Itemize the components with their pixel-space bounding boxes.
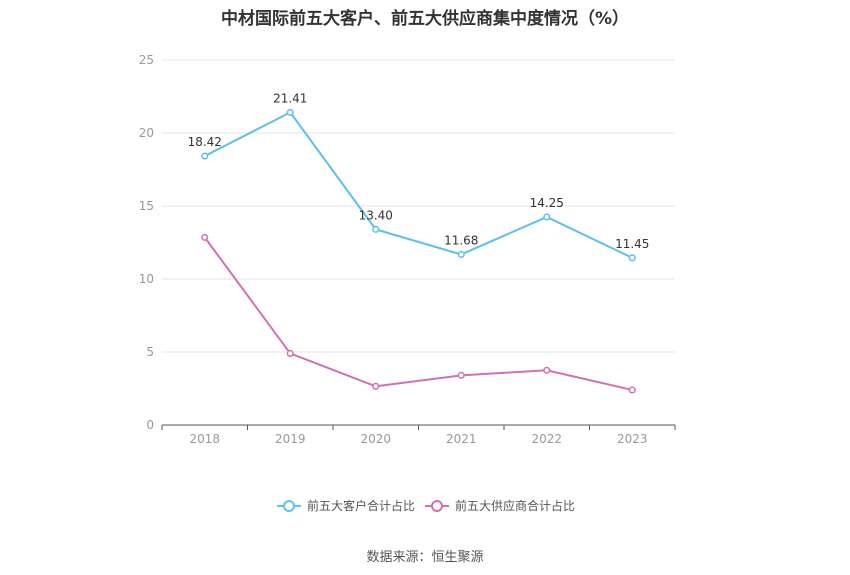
data-point [286, 349, 294, 358]
y-tick-label: 0 [146, 418, 154, 432]
legend-label: 前五大供应商合计占比 [455, 498, 575, 513]
x-tick-label: 2020 [360, 432, 391, 446]
data-label: 13.40 [359, 208, 393, 222]
data-point [457, 371, 465, 379]
data-point [628, 254, 636, 262]
data-source: 数据来源：恒生聚源 [366, 550, 484, 565]
data-label: 11.68 [444, 233, 478, 247]
legend-item-2: 前五大供应商合计占比 [425, 498, 575, 513]
legend-swatch-marker [283, 500, 295, 512]
data-point [286, 108, 294, 116]
y-tick-label: 15 [139, 199, 154, 213]
x-tick-label: 2018 [189, 432, 220, 446]
chart-title: 中材国际前五大客户、前五大供应商集中度情况（%） [220, 9, 630, 29]
y-axis-ticks: 0 5 10 15 20 25 [139, 53, 154, 432]
x-axis: 2018 2019 2020 2021 2022 2023 [161, 424, 676, 446]
data-point [457, 250, 465, 259]
x-tick-label: 2023 [617, 432, 648, 446]
data-point [543, 366, 551, 374]
y-tick-label: 25 [139, 53, 154, 67]
x-tick-label: 2022 [531, 432, 562, 446]
x-tick-label: 2019 [275, 432, 306, 446]
data-label: 14.25 [530, 196, 564, 210]
y-tick-label: 20 [139, 126, 154, 140]
data-label: 18.42 [188, 135, 222, 149]
series-line [204, 111, 633, 259]
y-tick-label: 10 [139, 272, 154, 286]
data-point [372, 382, 380, 390]
legend-swatch-marker [431, 500, 443, 512]
data-label: 11.45 [615, 237, 649, 251]
data-label: 21.41 [273, 91, 307, 105]
series-line [203, 236, 633, 391]
legend-item-1: 前五大客户合计占比 [277, 498, 415, 513]
grid-lines [162, 59, 675, 353]
data-point [628, 386, 636, 394]
series-group: 18.42 21.41 13.40 11.68 14.25 11.45 [188, 91, 649, 394]
legend: 前五大客户合计占比 前五大供应商合计占比 [277, 498, 575, 513]
series-1: 18.42 21.41 13.40 11.68 14.25 11.45 [188, 91, 649, 262]
data-point [543, 213, 551, 221]
series-2 [201, 233, 636, 394]
legend-label: 前五大客户合计占比 [307, 498, 415, 513]
data-point [201, 152, 209, 160]
data-point [201, 233, 209, 241]
data-point [372, 225, 380, 233]
y-tick-label: 5 [146, 345, 154, 359]
x-tick-label: 2021 [446, 432, 477, 446]
